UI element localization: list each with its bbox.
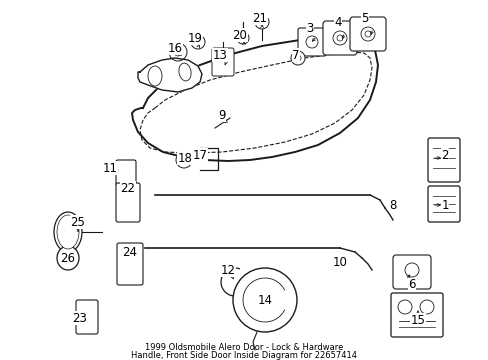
Text: 19: 19 [187,32,202,45]
Text: 9: 9 [218,108,225,122]
Text: 1999 Oldsmobile Alero Door - Lock & Hardware: 1999 Oldsmobile Alero Door - Lock & Hard… [144,343,343,352]
Circle shape [232,268,296,332]
FancyBboxPatch shape [76,300,98,334]
FancyBboxPatch shape [116,160,136,186]
Text: 12: 12 [220,264,235,276]
Ellipse shape [57,215,79,249]
FancyBboxPatch shape [390,293,442,337]
Text: 1: 1 [440,198,448,212]
Text: 2: 2 [440,149,448,162]
Circle shape [404,263,418,277]
Text: 8: 8 [388,198,396,212]
Circle shape [176,152,192,168]
Text: 20: 20 [232,28,247,41]
Circle shape [181,157,186,163]
FancyBboxPatch shape [427,186,459,222]
Text: 13: 13 [212,49,227,62]
Circle shape [305,36,317,48]
FancyBboxPatch shape [297,28,325,56]
Ellipse shape [148,66,162,86]
Polygon shape [138,58,202,92]
Ellipse shape [179,63,191,81]
Circle shape [360,27,374,41]
Text: 11: 11 [102,162,117,175]
Text: 5: 5 [361,12,368,24]
Text: 6: 6 [407,279,415,292]
Circle shape [195,39,201,45]
Circle shape [254,15,268,29]
FancyBboxPatch shape [427,138,459,182]
Text: 21: 21 [252,12,267,24]
Text: 23: 23 [72,311,87,324]
Text: 26: 26 [61,252,75,265]
Circle shape [397,300,411,314]
Text: 7: 7 [292,49,299,62]
Circle shape [237,32,248,44]
Ellipse shape [54,212,82,252]
Text: Handle, Front Side Door Inside Diagram for 22657414: Handle, Front Side Door Inside Diagram f… [131,351,356,360]
Text: 10: 10 [332,256,347,269]
Polygon shape [132,37,377,161]
Circle shape [419,300,433,314]
Text: 22: 22 [120,181,135,194]
Circle shape [174,48,182,56]
FancyBboxPatch shape [117,243,142,285]
Text: 18: 18 [177,152,192,165]
Text: 16: 16 [167,41,182,54]
FancyBboxPatch shape [212,48,234,76]
Text: 25: 25 [70,216,85,229]
FancyBboxPatch shape [323,21,356,55]
Circle shape [364,31,370,37]
Circle shape [191,35,204,49]
Ellipse shape [57,246,79,270]
FancyBboxPatch shape [349,17,385,51]
Circle shape [294,55,301,61]
Text: 4: 4 [334,15,341,28]
FancyBboxPatch shape [392,255,430,289]
Circle shape [169,43,186,61]
Text: 15: 15 [410,314,425,327]
Circle shape [290,51,305,65]
Text: 3: 3 [305,22,313,35]
Text: 14: 14 [257,293,272,306]
Circle shape [336,35,342,41]
Circle shape [259,19,264,25]
FancyBboxPatch shape [116,183,140,222]
Text: 17: 17 [192,149,207,162]
Text: 24: 24 [122,246,137,258]
Circle shape [332,31,346,45]
